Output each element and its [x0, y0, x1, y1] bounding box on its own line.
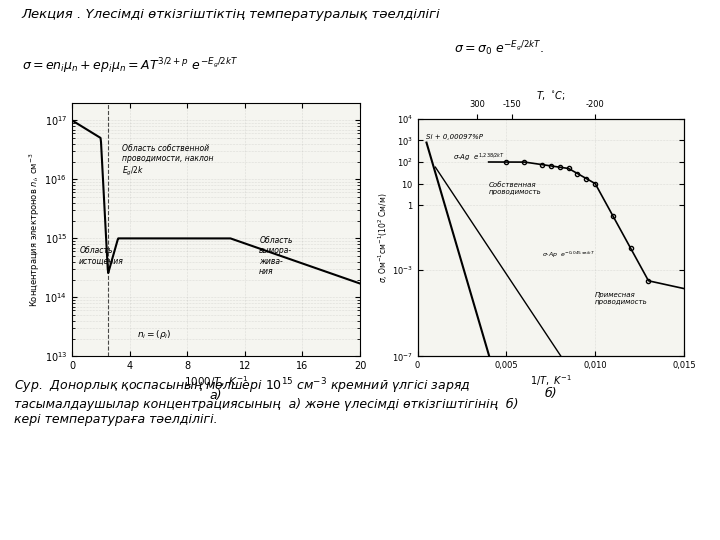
X-axis label: $T,\ ^{\circ}C;$: $T,\ ^{\circ}C;$ — [536, 89, 566, 102]
X-axis label: $1000/T,\ K^{-1}$: $1000/T,\ K^{-1}$ — [184, 374, 248, 389]
Y-axis label: $\sigma$, Ом$^{-1}$см$^{-1}$(10$^2$ См/м): $\sigma$, Ом$^{-1}$см$^{-1}$(10$^2$ См/м… — [377, 192, 390, 283]
Text: Сур.  Донорлық қоспасының мөлшері $10^{15}$ см$^{-3}$ кремний үлгісі заряд
тасым: Сур. Донорлық қоспасының мөлшері $10^{15… — [14, 376, 519, 426]
Text: $n_i = (\rho_i)$: $n_i = (\rho_i)$ — [137, 328, 171, 341]
Text: $\sigma = \sigma_0\ e^{-E_g/2kT}$.: $\sigma = \sigma_0\ e^{-E_g/2kT}$. — [454, 39, 544, 57]
Text: Область
вымора-
жива-
ния: Область вымора- жива- ния — [259, 236, 293, 276]
Text: а): а) — [210, 389, 222, 402]
Y-axis label: Концентрация электронов $n_i$, см$^{-3}$: Концентрация электронов $n_i$, см$^{-3}$ — [27, 152, 42, 307]
X-axis label: $1/T,\ K^{-1}$: $1/T,\ K^{-1}$ — [530, 373, 572, 388]
Text: $\sigma = en_i\mu_n + ep_i\mu_n = AT^{3/2+p}\ e^{-E_g/2kT}$: $\sigma = en_i\mu_n + ep_i\mu_n = AT^{3/… — [22, 56, 238, 75]
Text: Собственная
проводимость: Собственная проводимость — [489, 182, 541, 195]
Text: Область
истощения: Область истощения — [79, 246, 124, 266]
Text: б): б) — [544, 387, 557, 400]
Text: Лекция . Үлесімді өткізгіштіктің температуралық тәелділігі: Лекция . Үлесімді өткізгіштіктің темпера… — [22, 8, 440, 21]
Text: $\sigma$-Ap  $e^{-0{,}045\,\text{эв}/kT}$: $\sigma$-Ap $e^{-0{,}045\,\text{эв}/kT}$ — [542, 250, 595, 260]
Text: Примесная
проводимость: Примесная проводимость — [595, 292, 648, 305]
Text: Si + 0,00097%P: Si + 0,00097%P — [426, 134, 484, 140]
Text: Область собственной
проводимости, наклон
$E_g/2k$: Область собственной проводимости, наклон… — [122, 144, 214, 178]
Text: $\sigma$-Ag  $e^{1{,}238/2kT}$: $\sigma$-Ag $e^{1{,}238/2kT}$ — [453, 152, 505, 164]
